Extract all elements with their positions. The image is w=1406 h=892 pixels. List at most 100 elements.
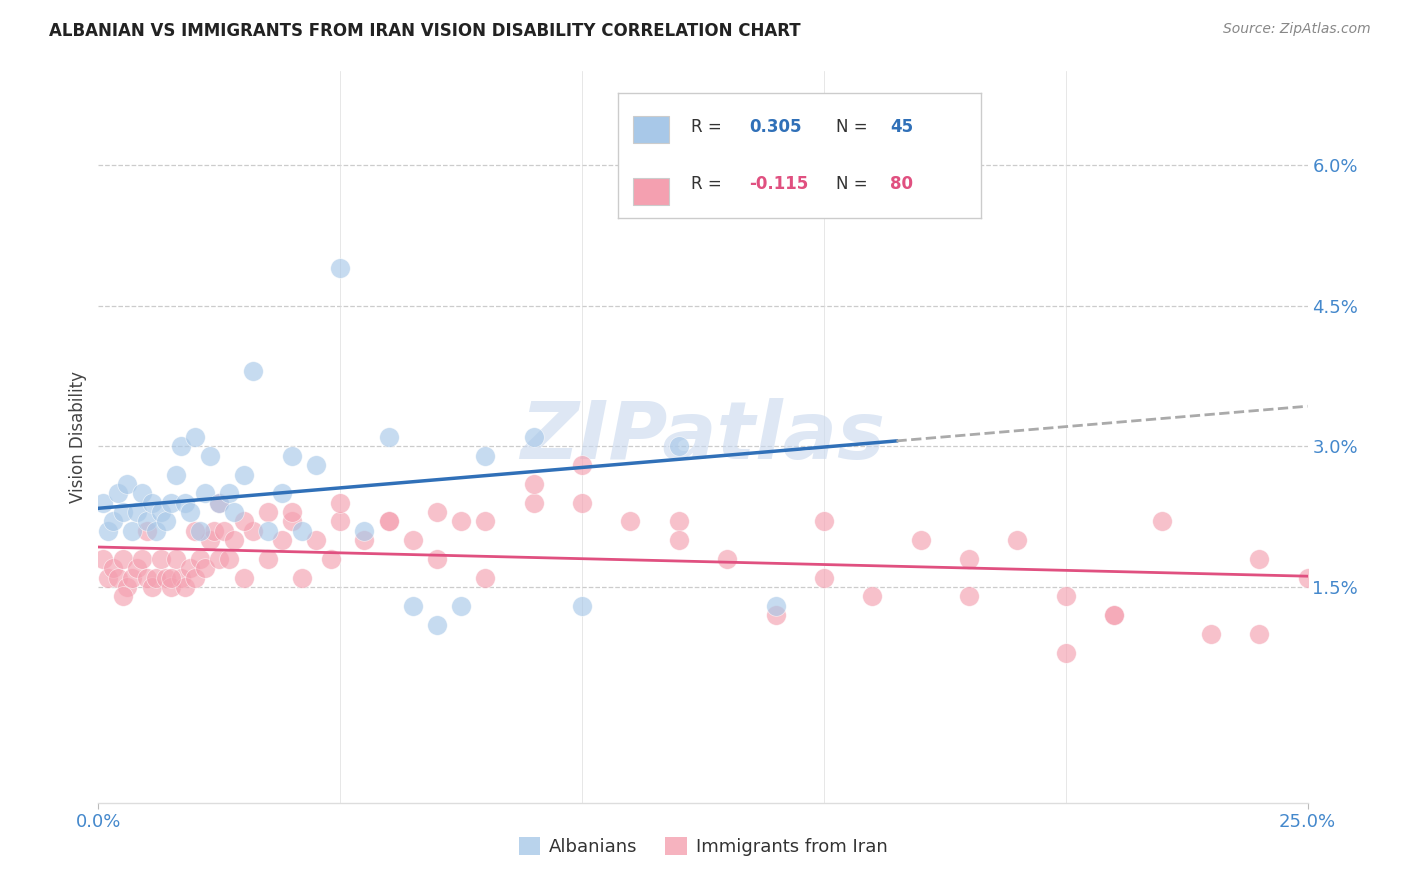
- Point: [668, 515, 690, 529]
- Point: [329, 496, 352, 510]
- Point: [194, 486, 217, 500]
- Point: [402, 533, 425, 548]
- Point: [813, 515, 835, 529]
- Point: [271, 533, 294, 548]
- Point: [305, 533, 328, 548]
- Point: [111, 590, 134, 604]
- Point: [426, 505, 449, 519]
- Point: [117, 580, 139, 594]
- Point: [188, 524, 211, 538]
- Point: [131, 486, 153, 500]
- Point: [765, 599, 787, 613]
- Point: [619, 515, 641, 529]
- Point: [523, 430, 546, 444]
- Point: [145, 571, 167, 585]
- Point: [474, 571, 496, 585]
- Point: [107, 571, 129, 585]
- Point: [1054, 646, 1077, 660]
- Text: Source: ZipAtlas.com: Source: ZipAtlas.com: [1223, 22, 1371, 37]
- Point: [1249, 552, 1271, 566]
- Point: [169, 571, 191, 585]
- Text: ALBANIAN VS IMMIGRANTS FROM IRAN VISION DISABILITY CORRELATION CHART: ALBANIAN VS IMMIGRANTS FROM IRAN VISION …: [49, 22, 801, 40]
- Point: [329, 515, 352, 529]
- Point: [523, 477, 546, 491]
- Point: [121, 571, 143, 585]
- Point: [957, 590, 980, 604]
- Point: [256, 524, 278, 538]
- Point: [426, 617, 449, 632]
- Point: [145, 524, 167, 538]
- Point: [208, 496, 231, 510]
- Point: [91, 496, 114, 510]
- Point: [218, 486, 240, 500]
- Point: [281, 505, 304, 519]
- Point: [1102, 608, 1125, 623]
- Point: [198, 449, 221, 463]
- Point: [184, 571, 207, 585]
- Point: [232, 467, 254, 482]
- Point: [222, 533, 245, 548]
- Point: [121, 524, 143, 538]
- Point: [188, 552, 211, 566]
- Point: [450, 515, 472, 529]
- Point: [222, 505, 245, 519]
- Point: [127, 505, 149, 519]
- Point: [198, 533, 221, 548]
- Point: [523, 496, 546, 510]
- Point: [377, 430, 399, 444]
- Point: [111, 552, 134, 566]
- Point: [97, 571, 120, 585]
- Point: [160, 571, 183, 585]
- Point: [155, 571, 177, 585]
- Point: [716, 552, 738, 566]
- Point: [271, 486, 294, 500]
- Point: [353, 524, 375, 538]
- Point: [474, 449, 496, 463]
- Point: [174, 580, 197, 594]
- Point: [353, 533, 375, 548]
- Point: [184, 430, 207, 444]
- Point: [131, 552, 153, 566]
- Point: [169, 440, 191, 454]
- Point: [232, 515, 254, 529]
- Point: [101, 561, 124, 575]
- Point: [957, 552, 980, 566]
- Point: [1102, 608, 1125, 623]
- Point: [135, 515, 157, 529]
- Point: [141, 496, 163, 510]
- Point: [242, 364, 264, 378]
- Point: [141, 580, 163, 594]
- Point: [165, 467, 187, 482]
- Point: [150, 552, 173, 566]
- Point: [179, 505, 201, 519]
- Point: [290, 571, 312, 585]
- Y-axis label: Vision Disability: Vision Disability: [69, 371, 87, 503]
- Point: [281, 515, 304, 529]
- Point: [668, 533, 690, 548]
- Point: [860, 590, 883, 604]
- Text: ZIPatlas: ZIPatlas: [520, 398, 886, 476]
- Point: [160, 580, 183, 594]
- Point: [290, 524, 312, 538]
- Point: [208, 496, 231, 510]
- Point: [1007, 533, 1029, 548]
- Point: [319, 552, 342, 566]
- Point: [232, 571, 254, 585]
- Point: [165, 552, 187, 566]
- Point: [135, 571, 157, 585]
- Point: [910, 195, 932, 210]
- Point: [1054, 590, 1077, 604]
- Point: [571, 458, 593, 473]
- Point: [127, 561, 149, 575]
- Point: [426, 552, 449, 566]
- Point: [101, 515, 124, 529]
- Point: [1199, 627, 1222, 641]
- Point: [135, 524, 157, 538]
- Point: [174, 496, 197, 510]
- Point: [242, 524, 264, 538]
- Point: [208, 552, 231, 566]
- Point: [402, 599, 425, 613]
- Point: [150, 505, 173, 519]
- Point: [571, 496, 593, 510]
- Point: [1152, 515, 1174, 529]
